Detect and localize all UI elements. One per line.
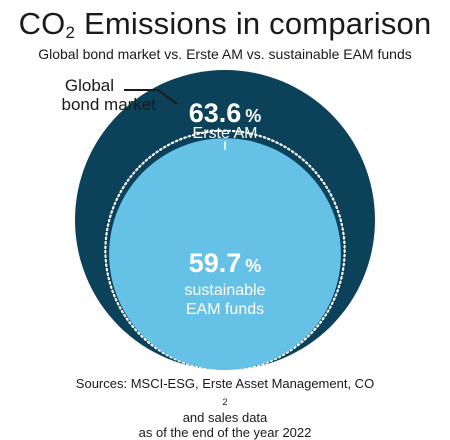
erste-am-value: 63.6% bbox=[188, 98, 262, 128]
global-label-leader-line bbox=[124, 89, 178, 105]
nested-circles-chart bbox=[75, 70, 375, 372]
global-bond-market-label: Global bond market bbox=[61, 76, 157, 114]
sustainable-eam-label: sustainable EAM funds bbox=[184, 282, 266, 318]
sustainable-eam-funds-circle bbox=[109, 138, 341, 370]
erste-am-label: Erste AM bbox=[192, 125, 258, 142]
chart-title: CO2 Emissions in comparison bbox=[18, 6, 432, 42]
erste-am-dotted-ring bbox=[104, 129, 346, 372]
source-note: Sources: MSCI-ESG, Erste Asset Managemen… bbox=[75, 376, 375, 440]
sustainable-eam-value: 59.7% bbox=[188, 248, 262, 278]
chart-subtitle: Global bond market vs. Erste AM vs. sust… bbox=[38, 46, 412, 62]
